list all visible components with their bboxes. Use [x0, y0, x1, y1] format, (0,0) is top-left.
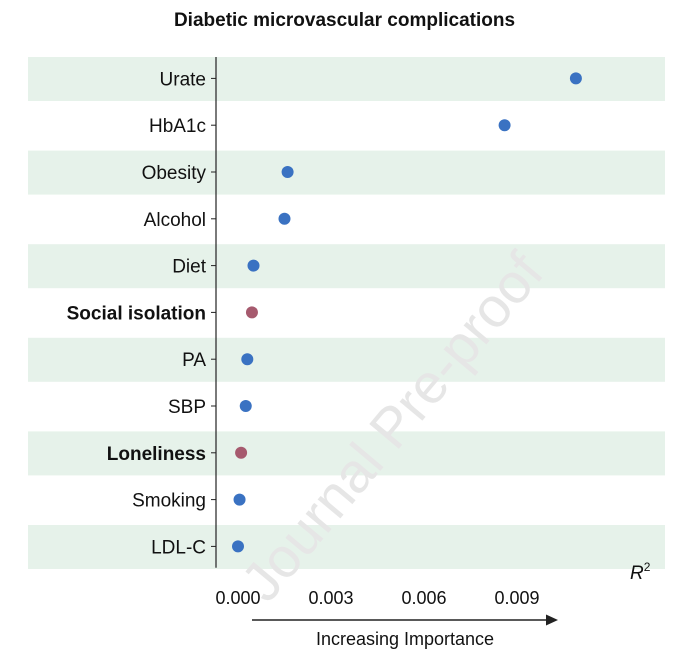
row-band — [28, 525, 665, 569]
x-tick-label: 0.006 — [401, 588, 446, 608]
row-band — [28, 57, 665, 101]
x-axis-label: R2 — [630, 560, 651, 584]
chart-title: Diabetic microvascular complications — [173, 10, 516, 31]
arrow-label: Increasing Importance — [316, 629, 494, 649]
category-label: HbA1c — [149, 116, 206, 137]
category-label: PA — [182, 350, 206, 371]
row-band — [28, 337, 665, 382]
row-band — [28, 431, 665, 476]
data-point — [245, 306, 258, 319]
data-point — [281, 166, 294, 178]
data-point — [498, 119, 511, 132]
data-point — [241, 353, 254, 366]
category-label: Alcohol — [144, 210, 206, 231]
arrow-head-icon — [546, 614, 558, 626]
data-point — [232, 540, 244, 553]
x-tick-label: 0.000 — [215, 588, 260, 608]
category-label: Smoking — [132, 491, 206, 512]
row-band — [28, 244, 665, 289]
data-point — [569, 72, 582, 85]
x-tick-label: 0.003 — [308, 588, 353, 608]
data-point — [247, 259, 260, 272]
category-label: Obesity — [142, 163, 207, 184]
category-label: SBP — [168, 397, 206, 418]
category-label: LDL-C — [151, 537, 206, 558]
category-label: Urate — [160, 69, 206, 90]
data-point — [233, 493, 246, 506]
category-label: Social isolation — [67, 303, 206, 324]
data-point — [239, 400, 252, 412]
x-tick-label: 0.009 — [494, 588, 539, 608]
row-band — [28, 150, 665, 195]
category-label: Diet — [172, 257, 207, 278]
data-point — [278, 212, 291, 225]
category-label: Loneliness — [107, 444, 206, 465]
data-point — [235, 446, 248, 459]
